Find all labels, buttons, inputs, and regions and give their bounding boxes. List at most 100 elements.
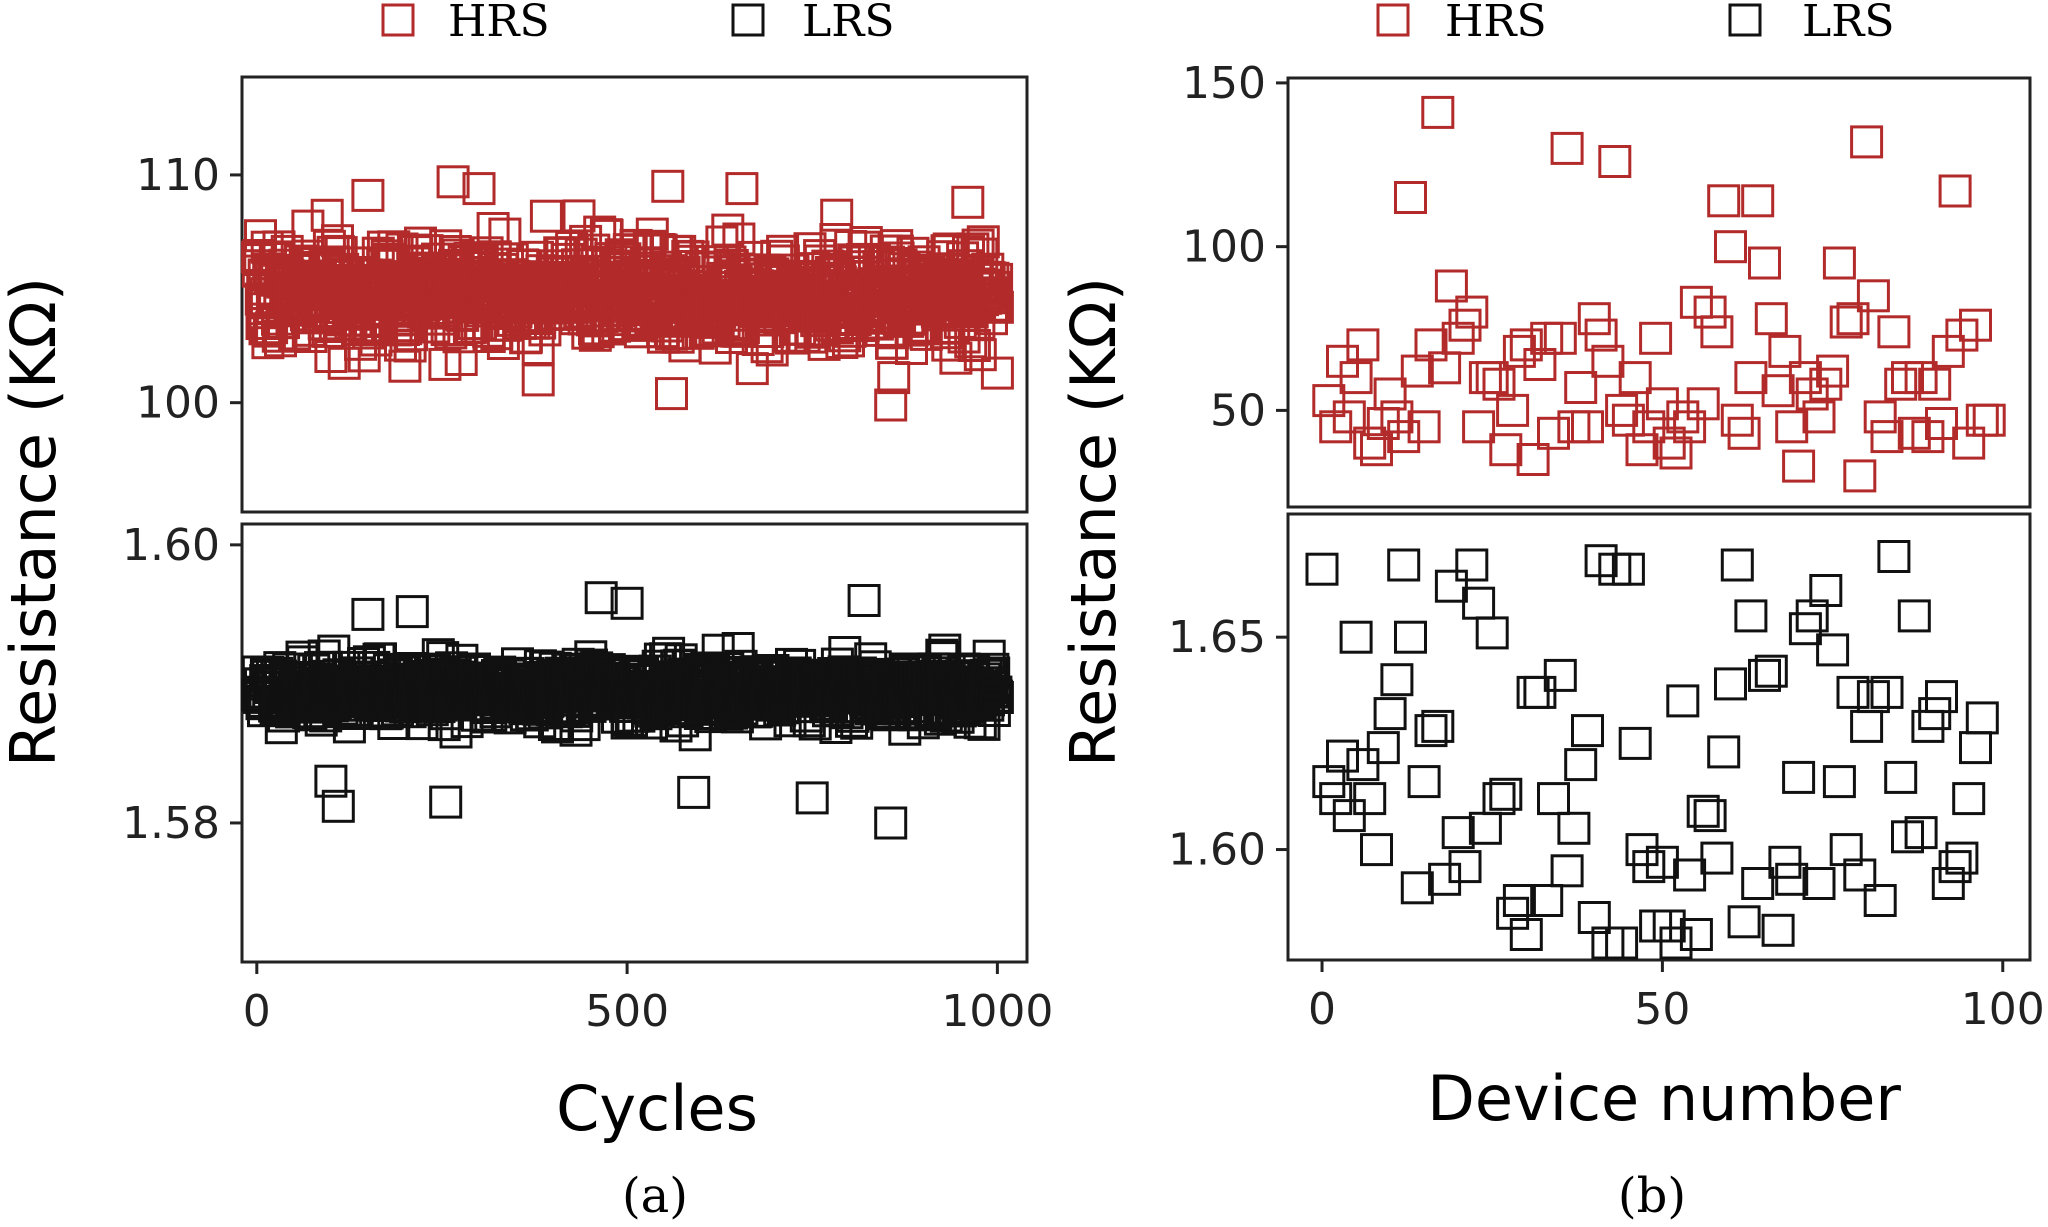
data-point bbox=[1788, 612, 1822, 646]
data-point bbox=[1380, 663, 1414, 697]
data-point bbox=[1938, 850, 1972, 884]
data-point bbox=[1387, 420, 1421, 454]
data-point bbox=[874, 388, 908, 422]
data-point bbox=[1870, 675, 1904, 709]
data-point bbox=[1714, 230, 1747, 264]
data-point bbox=[711, 213, 745, 247]
x-tick-label: 100 bbox=[1961, 984, 2045, 1035]
data-point bbox=[1605, 393, 1639, 427]
data-point bbox=[1836, 302, 1870, 336]
data-point bbox=[1645, 845, 1679, 879]
data-point bbox=[1754, 302, 1788, 336]
data-point bbox=[1850, 709, 1884, 743]
data-point bbox=[1550, 131, 1584, 165]
data-point bbox=[1625, 433, 1659, 467]
data-point bbox=[1877, 315, 1911, 349]
data-point bbox=[1394, 181, 1427, 214]
x-tick-label: 0 bbox=[243, 986, 271, 1037]
data-point bbox=[1475, 616, 1509, 650]
data-point bbox=[1380, 400, 1414, 434]
data-point bbox=[1863, 884, 1897, 917]
data-point bbox=[1843, 858, 1877, 892]
data-point bbox=[1856, 279, 1890, 313]
data-point bbox=[388, 349, 422, 383]
data-point bbox=[1816, 633, 1850, 667]
data-point bbox=[1373, 377, 1407, 411]
data-point bbox=[655, 377, 688, 411]
data-point bbox=[583, 215, 617, 249]
data-point bbox=[1686, 794, 1720, 828]
data-point bbox=[488, 217, 522, 251]
data-point bbox=[1707, 735, 1741, 769]
data-point bbox=[1373, 697, 1407, 731]
data-point bbox=[1761, 374, 1795, 408]
data-point bbox=[980, 290, 1014, 324]
data-point bbox=[1339, 620, 1373, 654]
data-point bbox=[1496, 393, 1530, 427]
x-tick-label: 1000 bbox=[941, 986, 1053, 1037]
data-point bbox=[444, 343, 478, 376]
data-point bbox=[1618, 726, 1652, 760]
data-point bbox=[1346, 748, 1380, 782]
data-point bbox=[395, 595, 429, 629]
data-point bbox=[1741, 867, 1775, 900]
data-point bbox=[1952, 782, 1986, 816]
data-point bbox=[1925, 407, 1958, 440]
y-tick-label: 50 bbox=[1210, 385, 1266, 436]
data-point bbox=[1652, 909, 1686, 943]
markers-lrs bbox=[241, 581, 1014, 840]
data-point bbox=[1918, 367, 1952, 401]
data-point bbox=[1938, 174, 1972, 208]
data-point bbox=[1870, 420, 1904, 454]
data-point bbox=[1754, 654, 1788, 688]
data-point bbox=[847, 584, 881, 617]
legend-b: HRS LRS bbox=[1376, 0, 1895, 47]
data-point bbox=[1543, 658, 1577, 692]
data-point bbox=[1366, 731, 1400, 765]
data-point bbox=[1434, 569, 1468, 603]
data-point bbox=[1598, 145, 1632, 178]
data-point bbox=[1502, 884, 1536, 917]
data-point bbox=[1768, 334, 1802, 368]
data-point bbox=[1516, 675, 1550, 709]
data-point bbox=[963, 338, 997, 372]
data-point bbox=[1564, 748, 1598, 782]
y-tick-label: 100 bbox=[1182, 222, 1266, 273]
data-point bbox=[1666, 684, 1700, 718]
data-point bbox=[795, 781, 829, 815]
data-point bbox=[1332, 799, 1366, 833]
data-point bbox=[1693, 295, 1727, 329]
legend-b-lrs-label: LRS bbox=[1802, 0, 1895, 47]
data-point bbox=[1863, 400, 1897, 434]
x-axis-label-b: Device number bbox=[1427, 1062, 1901, 1135]
data-point bbox=[1959, 731, 1992, 765]
y-tick-label: 150 bbox=[1182, 58, 1266, 109]
data-point bbox=[1441, 816, 1475, 850]
x-tick-label: 500 bbox=[585, 986, 669, 1037]
data-point bbox=[1836, 675, 1870, 709]
data-point bbox=[1421, 95, 1455, 129]
data-point bbox=[1394, 620, 1427, 654]
data-point bbox=[1407, 410, 1441, 444]
data-point bbox=[1339, 361, 1373, 395]
data-point bbox=[1775, 862, 1809, 896]
data-point bbox=[1748, 658, 1781, 692]
data-point bbox=[1782, 449, 1816, 483]
legend-b-hrs-marker bbox=[1376, 3, 1410, 37]
data-point bbox=[1700, 841, 1734, 875]
data-point bbox=[1911, 709, 1945, 743]
data-point bbox=[1809, 574, 1843, 607]
data-point bbox=[980, 356, 1014, 390]
legend-a-lrs-marker bbox=[731, 3, 765, 37]
data-point bbox=[1897, 599, 1931, 633]
data-point bbox=[1360, 433, 1393, 467]
data-point bbox=[1639, 321, 1673, 355]
y-tick-label: 1.60 bbox=[1168, 825, 1266, 876]
legend-a: HRS LRS bbox=[381, 0, 895, 47]
plot-frame bbox=[240, 522, 1029, 964]
data-point bbox=[1428, 862, 1462, 896]
data-point bbox=[1523, 348, 1557, 381]
data-point bbox=[1530, 884, 1564, 917]
data-point bbox=[1584, 318, 1618, 352]
data-point bbox=[1489, 433, 1523, 467]
